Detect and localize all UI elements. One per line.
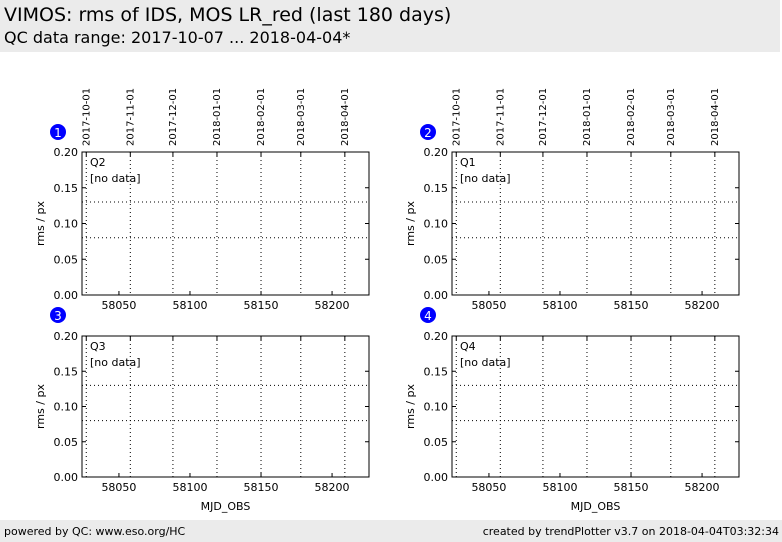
date-tick-label: 2018-01-01 <box>582 88 593 146</box>
panel-number-badge <box>420 307 436 323</box>
date-tick-label: 2017-10-01 <box>81 88 92 146</box>
no-data-label: [no data] <box>90 172 141 185</box>
x-tick-label: 58150 <box>244 481 279 494</box>
panel-number-label: 1 <box>54 126 62 140</box>
date-tick-label: 2018-04-01 <box>340 88 351 146</box>
y-tick-label: 0.05 <box>54 253 79 266</box>
x-tick-label: 58050 <box>101 481 136 494</box>
x-tick-label: 58100 <box>542 481 577 494</box>
panel-number-badge <box>50 307 66 323</box>
panel-number-label: 2 <box>424 126 432 140</box>
date-tick-label: 2017-12-01 <box>168 88 179 146</box>
x-tick-label: 58050 <box>101 299 136 312</box>
date-tick-label: 2017-11-01 <box>125 88 136 146</box>
trend-plots: 2017-10-01 2017-11-01 2017-12-01 2018-01-01… <box>34 88 740 513</box>
chart-panel-2: 2017-10-01 2017-11-01 2017-12-01 2018-01-01… <box>404 88 740 312</box>
no-data-label: [no data] <box>90 356 141 369</box>
quadrant-label: Q2 <box>90 156 106 169</box>
quadrant-label: Q3 <box>90 340 106 353</box>
panel-number-badge <box>50 124 66 140</box>
y-tick-label: 0.15 <box>424 182 449 195</box>
page-header: VIMOS: rms of IDS, MOS LR_red (last 180 … <box>0 0 780 52</box>
quadrant-label: Q1 <box>460 156 476 169</box>
y-tick-label: 0.10 <box>424 401 449 414</box>
y-tick-label: 0.20 <box>54 146 79 159</box>
y-tick-label: 0.00 <box>54 471 79 484</box>
date-tick-label: 2018-03-01 <box>666 88 677 146</box>
x-tick-label: 58150 <box>244 299 279 312</box>
x-tick-label: 58050 <box>471 299 506 312</box>
x-tick-label: 58050 <box>471 481 506 494</box>
chart-panel-3: 0.00 0.05 0.10 0.15 0.20 58050 58100 58150 58200… <box>34 307 370 513</box>
y-axis-label: rms / px <box>404 384 417 429</box>
x-axis-label: MJD_OBS <box>571 500 621 513</box>
panel-number-label: 3 <box>54 309 62 323</box>
y-tick-label: 0.05 <box>424 436 449 449</box>
no-data-label: [no data] <box>460 356 511 369</box>
date-tick-label: 2017-11-01 <box>495 88 506 146</box>
page-title: VIMOS: rms of IDS, MOS LR_red (last 180 … <box>4 4 452 26</box>
y-tick-label: 0.20 <box>424 146 449 159</box>
x-tick-label: 58150 <box>614 299 649 312</box>
y-tick-label: 0.00 <box>424 471 449 484</box>
x-tick-label: 58200 <box>315 299 350 312</box>
y-tick-label: 0.10 <box>54 218 79 231</box>
footer-generator: created by trendPlotter v3.7 on 2018-04-… <box>482 525 779 538</box>
x-tick-label: 58100 <box>172 481 207 494</box>
date-tick-label: 2018-04-01 <box>710 88 721 146</box>
x-tick-label: 58200 <box>315 481 350 494</box>
page-footer: powered by QC: www.eso.org/HC created by… <box>0 520 782 542</box>
quadrant-label: Q4 <box>460 340 476 353</box>
y-axis-label: rms / px <box>34 384 47 429</box>
date-tick-label: 2017-10-01 <box>451 88 462 146</box>
y-tick-label: 0.00 <box>54 289 79 302</box>
y-tick-label: 0.15 <box>424 365 449 378</box>
y-tick-label: 0.10 <box>54 401 79 414</box>
y-tick-label: 0.20 <box>424 330 449 343</box>
y-tick-label: 0.15 <box>54 182 79 195</box>
date-tick-label: 2018-01-01 <box>212 88 223 146</box>
x-tick-label: 58100 <box>542 299 577 312</box>
footer-credit: powered by QC: www.eso.org/HC <box>4 525 186 538</box>
page-subtitle: QC data range: 2017-10-07 ... 2018-04-04… <box>4 28 351 47</box>
date-tick-label: 2018-03-01 <box>296 88 307 146</box>
y-tick-label: 0.05 <box>54 436 79 449</box>
date-tick-label: 2018-02-01 <box>626 88 637 146</box>
no-data-label: [no data] <box>460 172 511 185</box>
panel-number-badge <box>420 124 436 140</box>
date-tick-label: 2017-12-01 <box>538 88 549 146</box>
y-axis-label: rms / px <box>404 201 417 246</box>
y-axis-label: rms / px <box>34 201 47 246</box>
chart-panel-1: 2017-10-01 2017-11-01 2017-12-01 2018-01-01… <box>34 88 370 312</box>
x-tick-label: 58150 <box>614 481 649 494</box>
panel-number-label: 4 <box>424 309 432 323</box>
y-tick-label: 0.10 <box>424 218 449 231</box>
y-tick-label: 0.20 <box>54 330 79 343</box>
date-tick-label: 2018-02-01 <box>256 88 267 146</box>
y-tick-label: 0.00 <box>424 289 449 302</box>
y-tick-label: 0.15 <box>54 365 79 378</box>
x-tick-label: 58200 <box>685 299 720 312</box>
y-tick-label: 0.05 <box>424 253 449 266</box>
x-axis-label: MJD_OBS <box>201 500 251 513</box>
chart-panel-4: 0.00 0.05 0.10 0.15 0.20 58050 58100 58150 58200… <box>404 307 740 513</box>
x-tick-label: 58200 <box>685 481 720 494</box>
x-tick-label: 58100 <box>172 299 207 312</box>
